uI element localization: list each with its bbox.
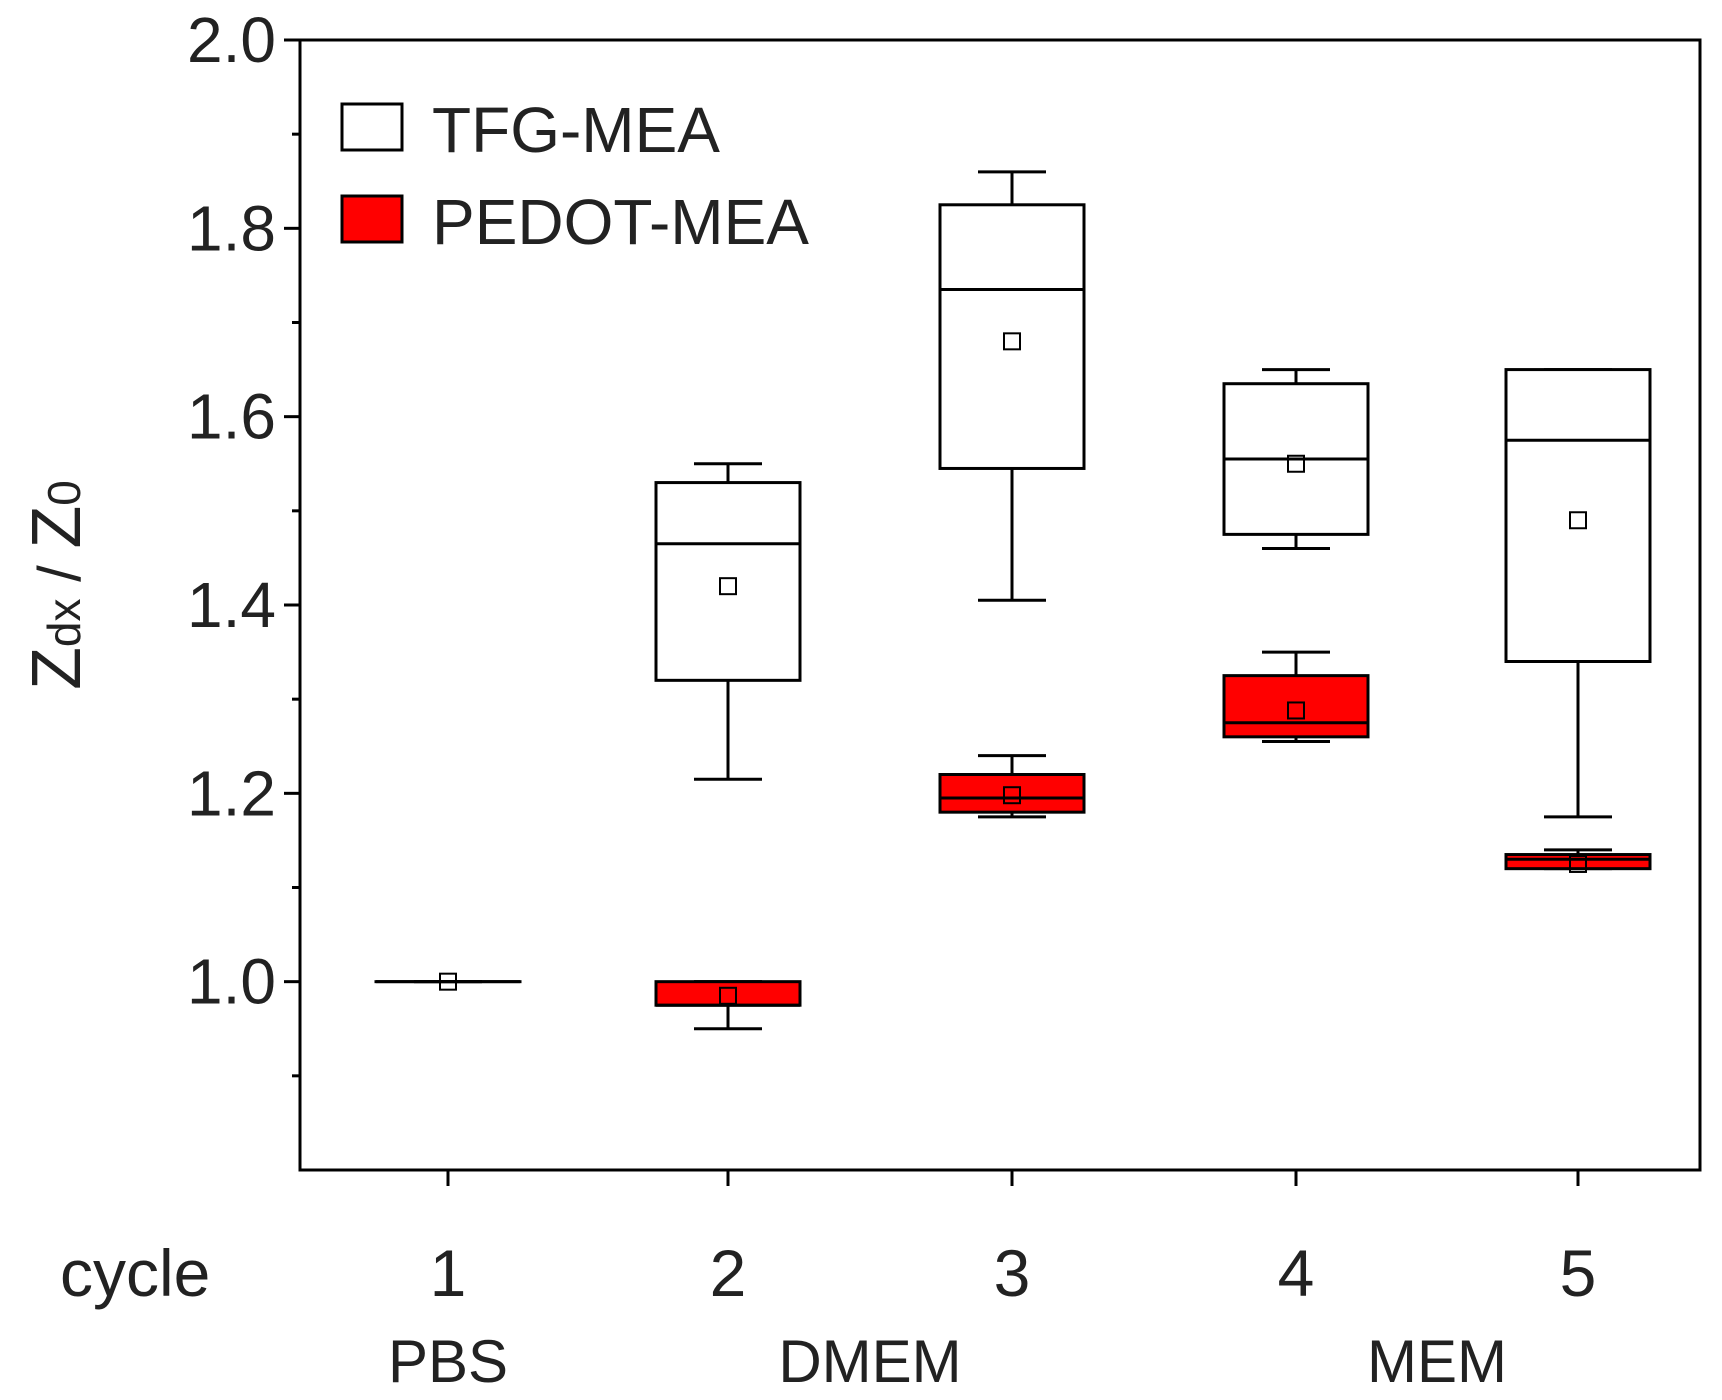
- x-tick-label: 2: [710, 1236, 747, 1310]
- box-iqr: [654, 481, 802, 682]
- mean-marker: [1287, 454, 1305, 473]
- x-axis-label: cycle: [60, 1236, 210, 1310]
- svg-text:Zdx / Z0: Zdx / Z0: [17, 480, 95, 690]
- mean-marker: [1569, 511, 1587, 530]
- medium-labels: PBS DMEM MEM: [388, 1328, 1507, 1395]
- box-tfg-mea-cycle-1: [374, 972, 522, 991]
- x-axis-ticks: 1 2 3 4 5: [430, 1170, 1597, 1310]
- box-iqr: [938, 773, 1086, 814]
- box-pedot-mea-cycle-4: [1222, 650, 1370, 744]
- mean-marker: [1003, 786, 1021, 805]
- y-tick-label: 1.6: [187, 381, 276, 453]
- legend: TFG-MEA PEDOT-MEA: [340, 94, 809, 258]
- ylabel-main2: Z: [17, 506, 95, 549]
- x-tick-label: 4: [1278, 1236, 1315, 1310]
- x-tick-label: 3: [994, 1236, 1031, 1310]
- box-pedot-mea-cycle-5: [1504, 848, 1652, 873]
- legend-label-pedot-mea: PEDOT-MEA: [432, 186, 809, 258]
- medium-label: MEM: [1367, 1328, 1507, 1395]
- y-tick-label: 2.0: [187, 4, 276, 76]
- mean-marker: [1287, 701, 1305, 720]
- box-pedot-mea-cycle-3: [938, 754, 1086, 819]
- y-tick-label: 1.0: [187, 946, 276, 1018]
- box-iqr: [938, 203, 1086, 470]
- mean-marker: [719, 986, 737, 1005]
- mean-marker: [1003, 332, 1021, 351]
- legend-label-tfg-mea: TFG-MEA: [432, 94, 720, 166]
- box-series: [374, 170, 1652, 1031]
- box-tfg-mea-cycle-2: [654, 462, 802, 781]
- y-axis-ticks: 1.0 1.2 1.4 1.6 1.8 2.0: [187, 4, 300, 1078]
- legend-swatch-pedot-mea: [340, 194, 404, 244]
- mean-marker: [1569, 854, 1587, 873]
- ylabel-main: Z: [17, 647, 95, 690]
- y-axis-label: Zdx / Z0: [17, 480, 95, 690]
- legend-swatch-tfg-mea: [340, 102, 404, 152]
- box-iqr: [1504, 368, 1652, 663]
- ylabel-sub2: 0: [38, 480, 90, 506]
- mean-marker: [439, 972, 457, 991]
- y-tick-label: 1.8: [187, 192, 276, 264]
- ylabel-sub: dx: [38, 599, 90, 648]
- box-iqr: [1222, 674, 1370, 739]
- y-tick-label: 1.4: [187, 569, 276, 641]
- x-tick-label: 5: [1560, 1236, 1597, 1310]
- box-iqr: [654, 980, 802, 1007]
- box-tfg-mea-cycle-4: [1222, 368, 1370, 550]
- mean-marker: [719, 577, 737, 596]
- box-tfg-mea-cycle-5: [1504, 368, 1652, 819]
- y-tick-label: 1.2: [187, 757, 276, 829]
- x-tick-label: 1: [430, 1236, 467, 1310]
- medium-label: PBS: [388, 1328, 508, 1395]
- box-tfg-mea-cycle-3: [938, 170, 1086, 602]
- medium-label: DMEM: [778, 1328, 961, 1395]
- ylabel-sep: /: [26, 548, 93, 598]
- box-pedot-mea-cycle-2: [654, 980, 802, 1031]
